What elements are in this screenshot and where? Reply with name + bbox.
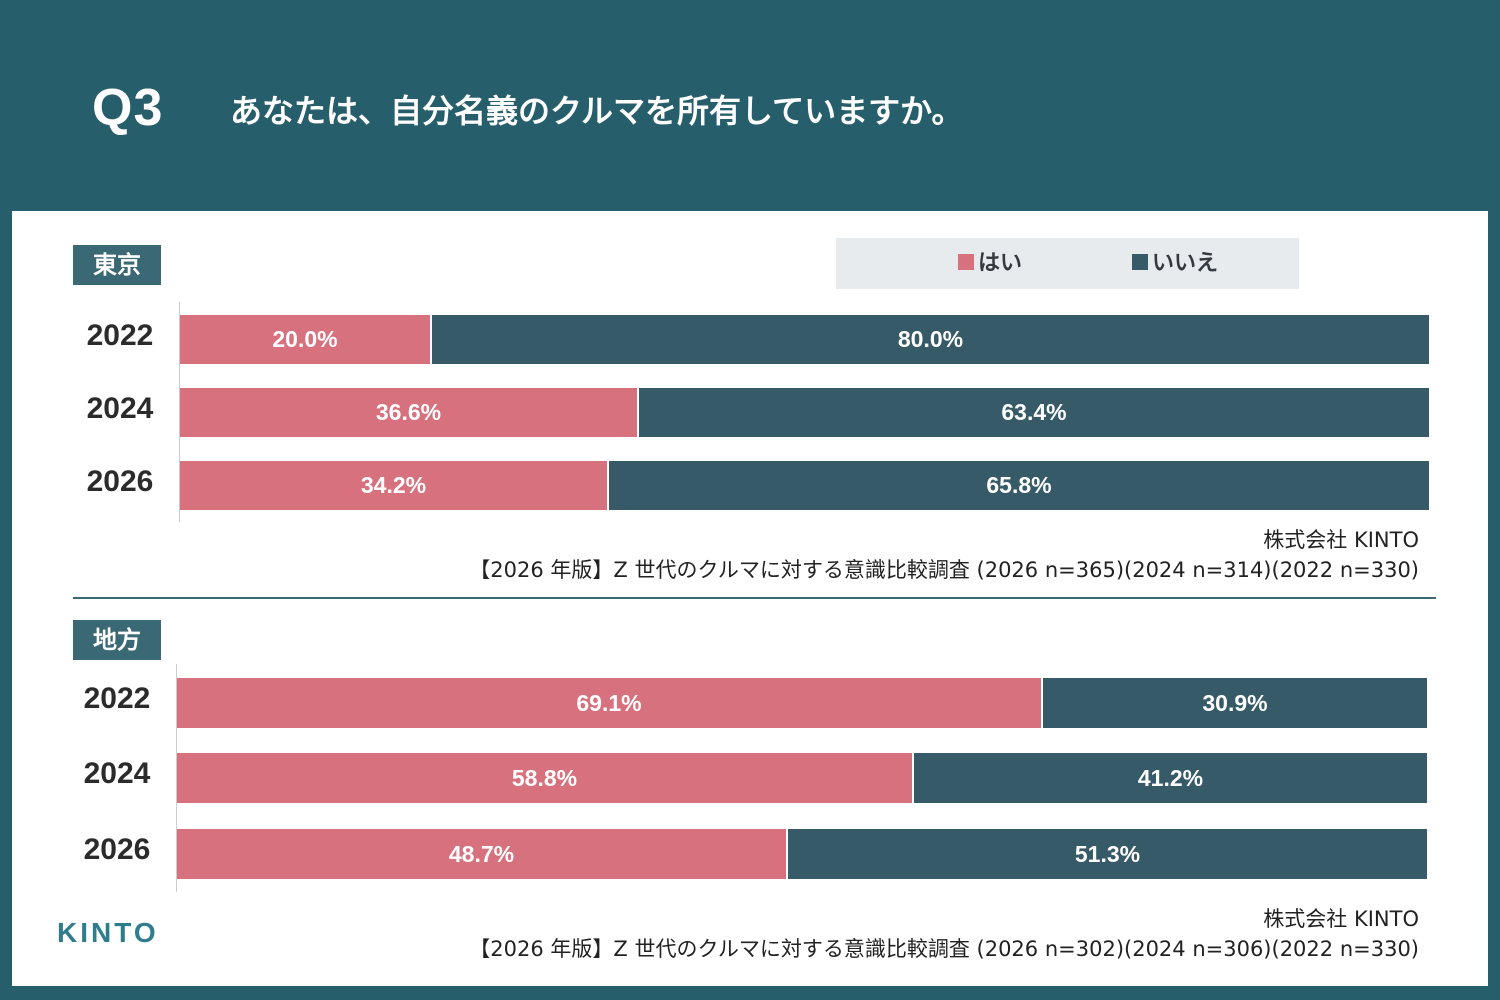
- data-label-no-tokyo-2022: 80.0%: [897, 326, 964, 352]
- year-label-tokyo-2022: 2022: [86, 319, 154, 352]
- axis-line-tokyo: [179, 302, 180, 522]
- legend-item-no: いいえ: [1132, 238, 1218, 289]
- data-label-yes-regional-2026: 48.7%: [448, 840, 515, 867]
- data-label-yes-regional-2022: 69.1%: [576, 689, 642, 716]
- legend-label-no: いいえ: [1152, 251, 1219, 276]
- source-note-tokyo: 【2026 年版】Z 世代のクルマに対する意識比較調査 (2026 n=365)…: [469, 558, 1419, 582]
- source-note-regional: 【2026 年版】Z 世代のクルマに対する意識比較調査 (2026 n=302)…: [469, 937, 1419, 961]
- bar-no-regional-2024: 41.2%: [912, 753, 1427, 803]
- data-label-yes-tokyo-2022: 20.0%: [272, 326, 338, 352]
- data-label-no-regional-2026: 51.3%: [1074, 840, 1141, 867]
- bar-yes-regional-2022: 69.1%: [177, 678, 1041, 728]
- year-label-regional-2026: 2026: [83, 833, 151, 866]
- bar-no-regional-2026: 51.3%: [786, 829, 1427, 879]
- year-label-regional-2024: 2024: [83, 757, 151, 790]
- year-label-tokyo-2024: 2024: [86, 392, 154, 425]
- bar-no-tokyo-2026: 65.8%: [607, 461, 1429, 510]
- bar-yes-regional-2026: 48.7%: [177, 829, 786, 879]
- data-label-no-regional-2022: 30.9%: [1202, 689, 1268, 716]
- year-label-tokyo-2026: 2026: [86, 465, 154, 498]
- legend-item-yes: はい: [958, 238, 1022, 289]
- bar-no-tokyo-2022: 80.0%: [430, 315, 1429, 364]
- question-text: あなたは、自分名義のクルマを所有していますか。: [230, 92, 964, 130]
- region-label-regional: 地方: [73, 620, 161, 660]
- legend-label-yes: はい: [978, 251, 1023, 276]
- bar-yes-regional-2024: 58.8%: [177, 753, 912, 803]
- year-label-regional-2022: 2022: [83, 682, 151, 715]
- legend: はい いいえ: [836, 238, 1299, 289]
- question-number: Q3: [92, 79, 164, 137]
- bar-yes-tokyo-2026: 34.2%: [180, 461, 607, 510]
- bar-no-regional-2022: 30.9%: [1041, 678, 1427, 728]
- section-divider: [73, 597, 1436, 599]
- data-label-no-tokyo-2024: 63.4%: [1001, 399, 1067, 425]
- kinto-logo: KINTO: [57, 917, 159, 948]
- bar-yes-tokyo-2024: 36.6%: [180, 388, 637, 437]
- data-label-yes-regional-2024: 58.8%: [511, 764, 578, 791]
- legend-swatch-no: [1132, 254, 1148, 270]
- bar-no-tokyo-2024: 63.4%: [637, 388, 1429, 437]
- source-company-regional: 株式会社 KINTO: [1263, 907, 1419, 931]
- bar-yes-tokyo-2022: 20.0%: [180, 315, 430, 364]
- axis-line-regional: [176, 664, 177, 892]
- data-label-no-regional-2024: 41.2%: [1137, 764, 1204, 791]
- data-label-no-tokyo-2026: 65.8%: [986, 472, 1052, 498]
- legend-swatch-yes: [958, 254, 974, 270]
- region-label-tokyo: 東京: [73, 245, 161, 285]
- source-company-tokyo: 株式会社 KINTO: [1263, 528, 1419, 552]
- data-label-yes-tokyo-2026: 34.2%: [360, 472, 427, 498]
- data-label-yes-tokyo-2024: 36.6%: [375, 399, 442, 425]
